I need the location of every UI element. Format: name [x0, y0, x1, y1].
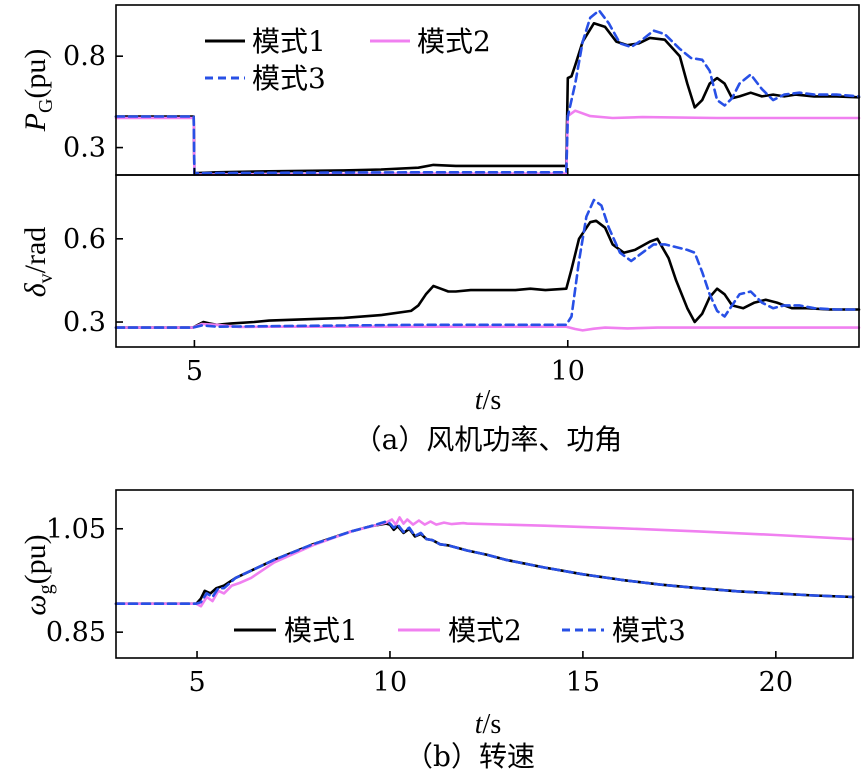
x-tick-label: 15 [566, 667, 600, 698]
x-tick-label: 5 [186, 356, 203, 387]
caption-a: （a）风机功率、功角 [354, 423, 623, 456]
x-tick-label: 10 [373, 667, 407, 698]
y-tick-label: 0.85 [46, 617, 106, 648]
y-tick-label: 0.3 [63, 307, 106, 338]
speed-y-axis-label: ωg(pu) [19, 534, 57, 615]
speed-y-ticks: 0.85 1.05 [46, 514, 123, 648]
angle-y-ticks: 0.3 0.6 [63, 224, 123, 338]
x-tick-label: 10 [551, 356, 585, 387]
x-tick-label: 20 [759, 667, 793, 698]
legend-label-mode1: 模式1 [252, 25, 326, 58]
angle-plot-frame [115, 174, 860, 348]
legend-label-mode1: 模式1 [284, 614, 358, 647]
series-line-1-2 [114, 322, 861, 332]
y-tick-label: 0.6 [63, 224, 106, 255]
angle-series-lines [114, 198, 861, 332]
power-y-axis-label: PG(pu) [19, 49, 57, 133]
y-tick-label: 1.05 [46, 514, 106, 545]
series-line-1-3 [114, 198, 861, 329]
power-y-ticks: 0.3 0.8 [63, 41, 123, 164]
speed-legend: 模式1 模式2 模式3 [234, 614, 686, 647]
panel-speed: 0.85 1.05 5 10 15 20 ωg(pu) t/s 模式1 模式2 模式3 [19, 489, 855, 740]
panel-power: 0.3 0.8 PG(pu) 模式1 模式2 模式3 [19, 4, 861, 176]
x-tick-label: 5 [188, 667, 205, 698]
angle-x-ticks: 5 10 [186, 340, 585, 387]
legend-label-mode2: 模式2 [417, 25, 491, 58]
speed-x-axis-label: t/s [475, 709, 501, 740]
y-tick-label: 0.8 [63, 41, 106, 72]
series-line-2-2 [114, 516, 855, 608]
speed-series-lines [114, 516, 855, 608]
panel-angle: 0.3 0.6 5 10 δv/rad t/s [19, 174, 861, 416]
legend-label-mode3: 模式3 [252, 62, 326, 95]
speed-plot-frame [115, 489, 854, 659]
series-line-2-3 [114, 520, 855, 605]
angle-y-axis-label: δv/rad [19, 227, 57, 298]
power-x-ticks [193, 168, 569, 175]
y-tick-label: 0.3 [63, 133, 106, 164]
series-line-1-1 [114, 219, 861, 329]
angle-x-axis-label: t/s [475, 385, 501, 416]
caption-b: （b）转速 [405, 740, 535, 773]
series-line-0-3 [114, 9, 861, 175]
power-legend: 模式1 模式2 模式3 [205, 25, 491, 95]
speed-x-ticks: 5 10 15 20 [188, 651, 793, 698]
legend-label-mode2: 模式2 [448, 614, 522, 647]
legend-label-mode3: 模式3 [612, 614, 686, 647]
